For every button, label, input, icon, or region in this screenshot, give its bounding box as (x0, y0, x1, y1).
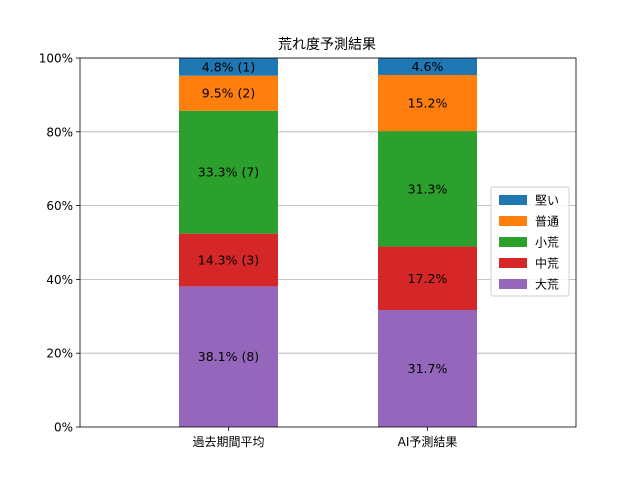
legend-label: 大荒 (535, 278, 559, 292)
data-label: 31.3% (408, 181, 448, 196)
y-tick-label: 0% (54, 421, 73, 435)
data-label: 14.3% (3) (198, 253, 259, 268)
bar-segment (179, 110, 278, 234)
bar-segment (378, 58, 477, 75)
y-tick-label: 60% (46, 199, 73, 213)
data-label: 15.2% (408, 96, 448, 111)
data-label: 17.2% (408, 271, 448, 286)
bar-segment (179, 286, 278, 427)
data-label: 31.7% (408, 361, 448, 376)
y-tick-label: 40% (46, 273, 73, 287)
axes-group: 0% 20% 40% 60% 80% 100% 過去期間平均 AI予測結果 (39, 52, 577, 449)
legend-swatch (499, 258, 527, 268)
legend-label: 中荒 (535, 256, 559, 271)
plot-frame (79, 57, 577, 428)
bar-segment (378, 310, 477, 427)
bars-group: 38.1% (8) 14.3% (3) 33.3% (7) 9.5% (2) 4.8% … (179, 58, 477, 427)
legend-box (490, 186, 570, 297)
x-tick-label: 過去期間平均 (192, 435, 264, 449)
data-label: 38.1% (8) (198, 349, 259, 364)
bar-segment (179, 75, 278, 111)
y-tick-label: 100% (39, 52, 73, 66)
legend-label: 堅い (535, 194, 559, 208)
bar-segment (179, 58, 278, 76)
data-label: 9.5% (2) (202, 86, 255, 101)
legend-swatch (499, 216, 527, 226)
data-label: 4.6% (412, 59, 444, 74)
y-tick-label: 80% (46, 125, 73, 139)
data-label: 4.8% (1) (202, 59, 255, 74)
legend-swatch (499, 237, 527, 247)
bar-segment (179, 233, 278, 287)
x-tick-label: AI予測結果 (398, 435, 458, 449)
legend-label: 普通 (535, 215, 559, 229)
bar-segment (378, 246, 477, 311)
legend-swatch (499, 279, 527, 289)
chart-title: 荒れ度予測結果 (278, 37, 376, 53)
legend-label: 小荒 (535, 236, 559, 250)
bar-segment (378, 74, 477, 132)
legend-swatch (499, 195, 527, 205)
y-tick-label: 20% (46, 347, 73, 361)
data-label: 33.3% (7) (198, 165, 259, 180)
bar-segment (378, 131, 477, 247)
